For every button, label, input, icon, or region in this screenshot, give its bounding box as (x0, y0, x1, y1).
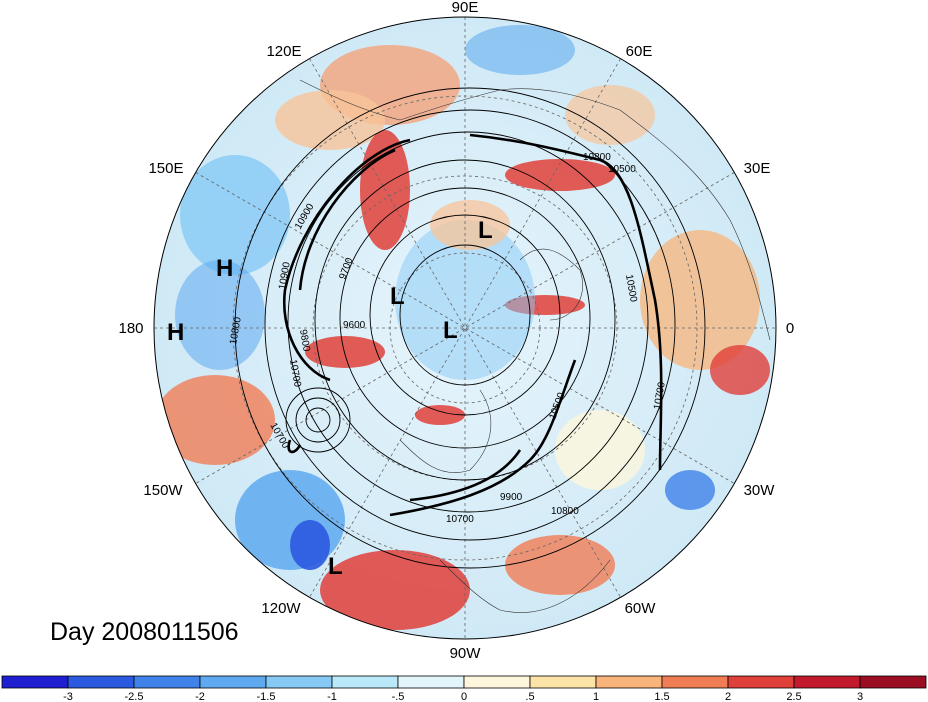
contour-label: 9600 (343, 320, 366, 331)
colorbar-box (1, 675, 69, 689)
colorbar-box (67, 675, 135, 689)
map-boundary (153, 16, 777, 640)
lon-label-90w: 90W (450, 645, 482, 662)
contour-label: 10700 (287, 359, 303, 389)
high-pressure-label: H (216, 255, 233, 282)
colorbar-tick-label: 2 (725, 691, 731, 702)
lon-label-60e: 60E (626, 43, 653, 60)
colorbar-tick-label: 2.5 (786, 691, 801, 702)
jet-stream-contours (282, 133, 663, 517)
height-contours (234, 87, 706, 569)
day-title: Day 2008011506 (50, 618, 239, 646)
anomaly-field (154, 17, 776, 639)
colorbar-tick-label: -1 (327, 691, 337, 702)
polar-stereographic-map: 10800 10900 10500 10500 10700 9800 9700 … (118, 0, 794, 662)
contour-label: 10700 (446, 514, 474, 525)
lon-label-120e: 120E (266, 43, 301, 60)
colorbar-tick-label: -3 (63, 691, 73, 702)
colorbar-box (265, 675, 333, 689)
lon-label-180: 180 (118, 320, 143, 337)
colorbar-tick-label: 1.5 (654, 691, 669, 702)
colorbar-box (727, 675, 795, 689)
contour-label: 10500 (608, 164, 636, 175)
low-pressure-label: L (390, 283, 405, 310)
colorbar-tick-label: -2 (195, 691, 205, 702)
pressure-systems: L L L L H H (167, 217, 493, 580)
colorbar: -3 -2.5 -2 -1.5 -1 -.5 0 .5 1 1.5 2 2.5 3 (1, 675, 927, 702)
contour-label: 10800 (228, 316, 244, 346)
colorbar-box (529, 675, 597, 689)
colorbar-box (859, 675, 927, 689)
colorbar-tick-label: 0 (461, 691, 467, 702)
contour-label: 10700 (652, 381, 668, 411)
contour-label: 10800 (551, 506, 579, 517)
colorbar-box (199, 675, 267, 689)
low-pressure-label: L (443, 317, 458, 344)
colorbar-tick-label: -2.5 (125, 691, 144, 702)
coastlines (299, 79, 771, 613)
colorbar-box (661, 675, 729, 689)
high-pressure-label: H (167, 319, 184, 346)
lon-label-30w: 30W (744, 482, 776, 499)
lon-label-60w: 60W (625, 600, 657, 617)
colorbar-boxes (1, 675, 927, 689)
lon-label-90e: 90E (452, 0, 479, 16)
colorbar-box (397, 675, 465, 689)
colorbar-box (463, 675, 531, 689)
colorbar-tick-label: 1 (593, 691, 599, 702)
contour-label: 10500 (623, 274, 639, 304)
graticule (154, 17, 776, 639)
colorbar-tick-label: -.5 (392, 691, 405, 702)
colorbar-box (595, 675, 663, 689)
contour-label: 9900 (500, 492, 523, 503)
lon-label-150e: 150E (148, 160, 183, 177)
colorbar-box (331, 675, 399, 689)
colorbar-box (133, 675, 201, 689)
colorbar-box (793, 675, 861, 689)
colorbar-tick-label: -1.5 (257, 691, 276, 702)
colorbar-tick-label: 3 (857, 691, 863, 702)
colorbar-tick-label: .5 (525, 691, 534, 702)
lon-label-150w: 150W (143, 482, 183, 499)
lon-label-30e: 30E (744, 160, 771, 177)
contour-label: 10900 (277, 261, 293, 291)
contour-label: 10800 (583, 152, 611, 163)
lon-label-0: 0 (786, 320, 794, 337)
contour-label: 9800 (297, 329, 312, 353)
longitude-labels: 90E 60E 30E 0 30W 60W 90W 120W 150W 180 … (118, 0, 794, 662)
colorbar-ticks: -3 -2.5 -2 -1.5 -1 -.5 0 .5 1 1.5 2 2.5 3 (63, 691, 863, 702)
low-pressure-label: L (478, 217, 493, 244)
low-pressure-label: L (328, 553, 343, 580)
lon-label-120w: 120W (261, 600, 301, 617)
